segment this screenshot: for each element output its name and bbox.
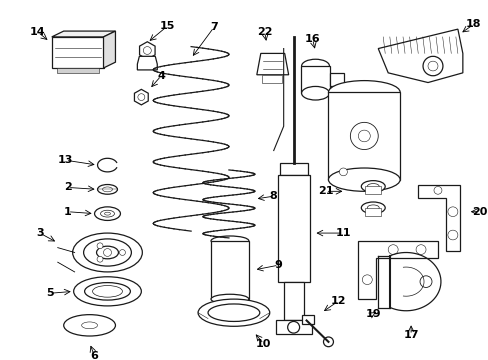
Ellipse shape: [83, 239, 131, 266]
Circle shape: [103, 249, 111, 256]
Circle shape: [138, 94, 144, 100]
Circle shape: [447, 207, 457, 217]
Ellipse shape: [74, 277, 141, 306]
Circle shape: [387, 245, 397, 255]
Text: 18: 18: [465, 19, 481, 29]
Text: 4: 4: [157, 71, 165, 81]
Bar: [275, 320, 311, 334]
Polygon shape: [134, 89, 148, 105]
Text: 7: 7: [210, 22, 218, 32]
Polygon shape: [103, 31, 115, 68]
Bar: [57, 68, 99, 73]
Text: 10: 10: [256, 339, 271, 349]
Ellipse shape: [97, 185, 117, 194]
Circle shape: [447, 230, 457, 240]
Bar: [261, 75, 281, 82]
Text: 11: 11: [335, 228, 350, 238]
Polygon shape: [417, 185, 459, 251]
Bar: [211, 241, 248, 299]
Ellipse shape: [366, 184, 379, 189]
Circle shape: [362, 275, 371, 284]
Ellipse shape: [366, 205, 379, 211]
Ellipse shape: [198, 299, 269, 326]
Circle shape: [97, 256, 103, 262]
Ellipse shape: [102, 187, 112, 192]
Polygon shape: [52, 31, 115, 37]
Text: 15: 15: [159, 21, 175, 31]
Ellipse shape: [301, 86, 329, 100]
Ellipse shape: [92, 285, 122, 297]
Bar: [365, 208, 381, 216]
Ellipse shape: [361, 202, 385, 213]
Ellipse shape: [73, 233, 142, 272]
Text: 17: 17: [403, 330, 418, 340]
Bar: [330, 73, 344, 86]
Ellipse shape: [328, 81, 399, 104]
Polygon shape: [358, 241, 437, 299]
Text: 19: 19: [365, 309, 380, 319]
Text: 20: 20: [471, 207, 487, 217]
Text: 12: 12: [330, 296, 346, 306]
Text: 5: 5: [46, 288, 54, 298]
Text: 1: 1: [63, 207, 71, 217]
Circle shape: [358, 130, 369, 142]
Bar: [301, 315, 313, 324]
Bar: [365, 186, 381, 194]
Ellipse shape: [211, 236, 248, 246]
Text: 22: 22: [257, 27, 272, 37]
Circle shape: [323, 337, 333, 347]
Ellipse shape: [94, 207, 120, 220]
Bar: [279, 163, 307, 175]
Ellipse shape: [81, 322, 97, 329]
Text: 6: 6: [90, 351, 98, 360]
Text: 21: 21: [317, 186, 332, 196]
Ellipse shape: [207, 304, 259, 321]
Text: 9: 9: [274, 260, 282, 270]
Text: 3: 3: [36, 228, 43, 238]
Circle shape: [287, 321, 299, 333]
Bar: [300, 66, 330, 93]
Ellipse shape: [211, 294, 248, 304]
Ellipse shape: [361, 181, 385, 192]
Ellipse shape: [104, 212, 110, 215]
Ellipse shape: [96, 246, 118, 259]
Circle shape: [119, 249, 125, 255]
Text: 2: 2: [63, 183, 71, 193]
Circle shape: [433, 186, 441, 194]
Circle shape: [339, 168, 346, 176]
Text: 14: 14: [30, 27, 45, 37]
Circle shape: [415, 245, 425, 255]
Bar: [283, 282, 303, 320]
Bar: [277, 175, 309, 282]
Circle shape: [422, 56, 442, 76]
Polygon shape: [256, 53, 288, 75]
Ellipse shape: [101, 210, 114, 217]
Text: 16: 16: [304, 34, 320, 44]
Bar: [328, 92, 399, 180]
Ellipse shape: [301, 59, 329, 73]
Ellipse shape: [63, 315, 115, 336]
Bar: [52, 37, 103, 68]
Polygon shape: [139, 42, 155, 59]
Polygon shape: [378, 29, 462, 82]
Circle shape: [143, 46, 151, 54]
Circle shape: [97, 243, 103, 249]
Circle shape: [350, 122, 378, 149]
Circle shape: [419, 276, 431, 287]
Polygon shape: [137, 56, 157, 70]
Text: 13: 13: [58, 155, 73, 165]
Ellipse shape: [84, 283, 130, 300]
Text: 8: 8: [269, 191, 277, 201]
Ellipse shape: [328, 168, 399, 191]
Circle shape: [427, 61, 437, 71]
